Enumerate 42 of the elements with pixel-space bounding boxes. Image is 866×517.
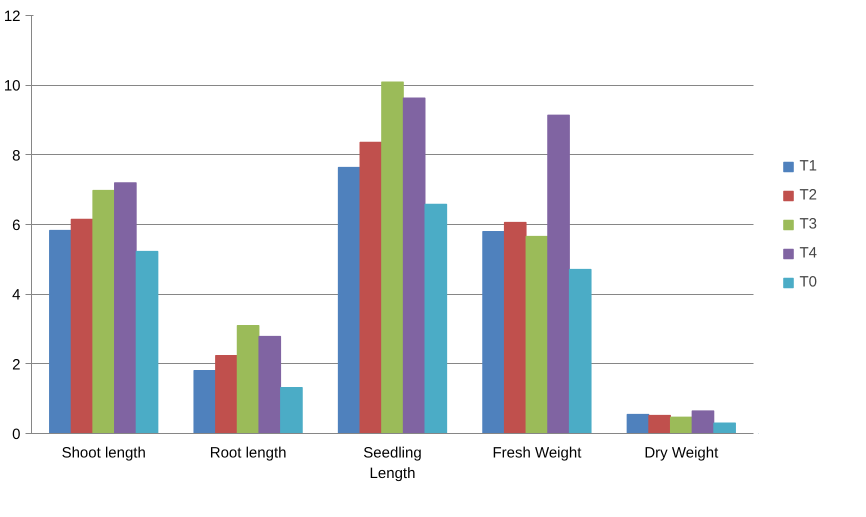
legend-label: T3 [800, 216, 818, 232]
bar [670, 416, 693, 434]
x-tick-label: Dry Weight [644, 444, 720, 462]
x-tick-label: Fresh Weight [492, 444, 582, 462]
bar [626, 414, 650, 434]
x-tick-label: Shoot length [62, 444, 146, 462]
legend-label: T1 [800, 158, 818, 174]
bar [70, 218, 94, 434]
y-tick-label: 10 [4, 78, 21, 95]
bar [114, 182, 137, 434]
bar [338, 166, 361, 434]
bar [713, 422, 736, 434]
y-tick-label: 8 [12, 147, 20, 164]
bar [49, 230, 72, 434]
bar [92, 190, 116, 434]
bar [424, 204, 448, 434]
x-tick-label: Seedling Length [363, 444, 422, 482]
y-tick-label: 4 [12, 286, 20, 304]
bar [482, 230, 505, 434]
legend-label: T2 [800, 186, 818, 204]
bar [526, 236, 548, 434]
y-tick-label: 2 [12, 356, 20, 374]
bar [504, 222, 527, 434]
bar [280, 387, 303, 434]
bar [692, 410, 714, 434]
legend-label: T4 [800, 244, 818, 262]
bar [136, 250, 158, 434]
bar [258, 336, 282, 434]
bar [236, 325, 260, 434]
bar [568, 268, 592, 434]
bar [547, 114, 570, 434]
legend-label: T0 [800, 274, 818, 290]
y-tick-label: 6 [12, 217, 20, 234]
x-tick-label: Root length [210, 444, 286, 462]
y-tick-label: 12 [4, 8, 21, 25]
bar [648, 414, 671, 434]
bar [193, 370, 216, 434]
bar [215, 354, 238, 434]
bar [402, 98, 426, 434]
bar [360, 142, 382, 434]
y-tick-label: 0 [12, 426, 20, 443]
bar [381, 82, 404, 434]
